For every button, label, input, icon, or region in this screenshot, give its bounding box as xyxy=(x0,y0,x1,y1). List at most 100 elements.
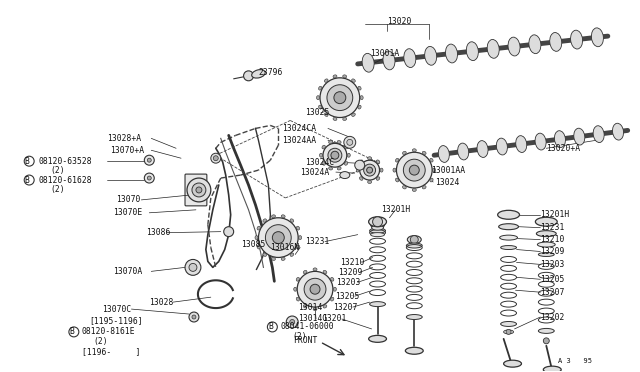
Text: 13014G: 13014G xyxy=(298,314,328,324)
Text: A 3   95: A 3 95 xyxy=(558,358,592,364)
Text: (2): (2) xyxy=(50,166,65,174)
Ellipse shape xyxy=(504,360,522,367)
Circle shape xyxy=(543,338,549,344)
Ellipse shape xyxy=(370,302,385,307)
Ellipse shape xyxy=(538,242,556,247)
Ellipse shape xyxy=(257,245,260,249)
Circle shape xyxy=(147,158,151,162)
Ellipse shape xyxy=(383,51,395,70)
Ellipse shape xyxy=(504,330,513,334)
Circle shape xyxy=(331,151,339,159)
Circle shape xyxy=(327,85,353,110)
Circle shape xyxy=(347,140,353,145)
Ellipse shape xyxy=(499,224,518,230)
Ellipse shape xyxy=(380,168,383,172)
Ellipse shape xyxy=(412,189,416,192)
Ellipse shape xyxy=(322,145,325,149)
Circle shape xyxy=(360,160,380,180)
Ellipse shape xyxy=(445,44,458,63)
Ellipse shape xyxy=(371,232,385,237)
Ellipse shape xyxy=(425,46,436,65)
Ellipse shape xyxy=(536,217,557,226)
Ellipse shape xyxy=(536,231,556,237)
Text: 08120-63528: 08120-63528 xyxy=(38,157,92,166)
Circle shape xyxy=(372,217,383,227)
Ellipse shape xyxy=(362,53,374,72)
Ellipse shape xyxy=(323,305,327,308)
Ellipse shape xyxy=(296,245,300,249)
Ellipse shape xyxy=(438,145,449,163)
Ellipse shape xyxy=(430,178,433,182)
Circle shape xyxy=(259,218,298,257)
Ellipse shape xyxy=(360,160,363,163)
Text: 13201H: 13201H xyxy=(381,205,411,214)
Ellipse shape xyxy=(422,151,426,154)
Ellipse shape xyxy=(281,215,285,218)
Ellipse shape xyxy=(257,226,260,230)
Text: FRONT: FRONT xyxy=(293,336,317,345)
Text: 13024C: 13024C xyxy=(305,158,334,167)
Text: 13231: 13231 xyxy=(540,223,564,232)
Circle shape xyxy=(367,167,372,173)
Circle shape xyxy=(290,320,294,324)
Ellipse shape xyxy=(574,128,585,145)
Circle shape xyxy=(410,235,419,244)
Circle shape xyxy=(403,159,425,181)
Ellipse shape xyxy=(252,70,265,78)
Ellipse shape xyxy=(412,149,416,152)
Ellipse shape xyxy=(263,219,266,222)
Circle shape xyxy=(320,78,360,118)
Circle shape xyxy=(273,232,284,244)
Ellipse shape xyxy=(333,287,337,291)
Ellipse shape xyxy=(337,167,341,170)
Circle shape xyxy=(244,71,253,81)
Circle shape xyxy=(189,263,197,271)
Circle shape xyxy=(211,153,221,163)
Text: 13203: 13203 xyxy=(336,278,360,287)
Circle shape xyxy=(410,165,419,175)
Ellipse shape xyxy=(393,168,396,172)
Text: 13209: 13209 xyxy=(338,268,362,277)
Ellipse shape xyxy=(593,126,604,142)
Circle shape xyxy=(396,152,432,188)
Text: 13210: 13210 xyxy=(540,235,564,244)
Text: 13070+A: 13070+A xyxy=(109,146,144,155)
Ellipse shape xyxy=(367,157,372,160)
Circle shape xyxy=(147,176,151,180)
Ellipse shape xyxy=(543,366,561,372)
Ellipse shape xyxy=(351,79,355,82)
Text: B: B xyxy=(69,327,74,336)
Circle shape xyxy=(224,227,234,237)
Circle shape xyxy=(344,137,356,148)
Text: 13024CA: 13024CA xyxy=(282,124,316,133)
Ellipse shape xyxy=(313,268,317,271)
Ellipse shape xyxy=(422,186,426,189)
Ellipse shape xyxy=(458,143,468,160)
Text: 13203: 13203 xyxy=(540,260,564,269)
Ellipse shape xyxy=(351,113,355,116)
Ellipse shape xyxy=(404,49,416,68)
Text: 13025: 13025 xyxy=(305,108,330,117)
Text: B: B xyxy=(268,323,273,331)
Text: 23796: 23796 xyxy=(259,68,283,77)
Ellipse shape xyxy=(367,180,372,183)
Ellipse shape xyxy=(372,225,383,230)
Circle shape xyxy=(355,160,365,170)
Ellipse shape xyxy=(538,328,554,333)
Text: 13207: 13207 xyxy=(540,288,564,297)
Circle shape xyxy=(334,92,346,104)
Ellipse shape xyxy=(324,113,328,116)
Text: [1195-1196]: [1195-1196] xyxy=(90,317,143,326)
Ellipse shape xyxy=(360,177,363,180)
Ellipse shape xyxy=(296,297,300,301)
Ellipse shape xyxy=(403,186,406,189)
Ellipse shape xyxy=(477,141,488,157)
Text: 13001AA: 13001AA xyxy=(431,166,465,174)
Ellipse shape xyxy=(290,253,294,256)
Ellipse shape xyxy=(358,105,361,109)
Text: 13210: 13210 xyxy=(340,258,364,267)
Ellipse shape xyxy=(396,158,399,162)
Ellipse shape xyxy=(343,118,347,121)
Ellipse shape xyxy=(550,32,562,51)
Ellipse shape xyxy=(290,219,294,222)
